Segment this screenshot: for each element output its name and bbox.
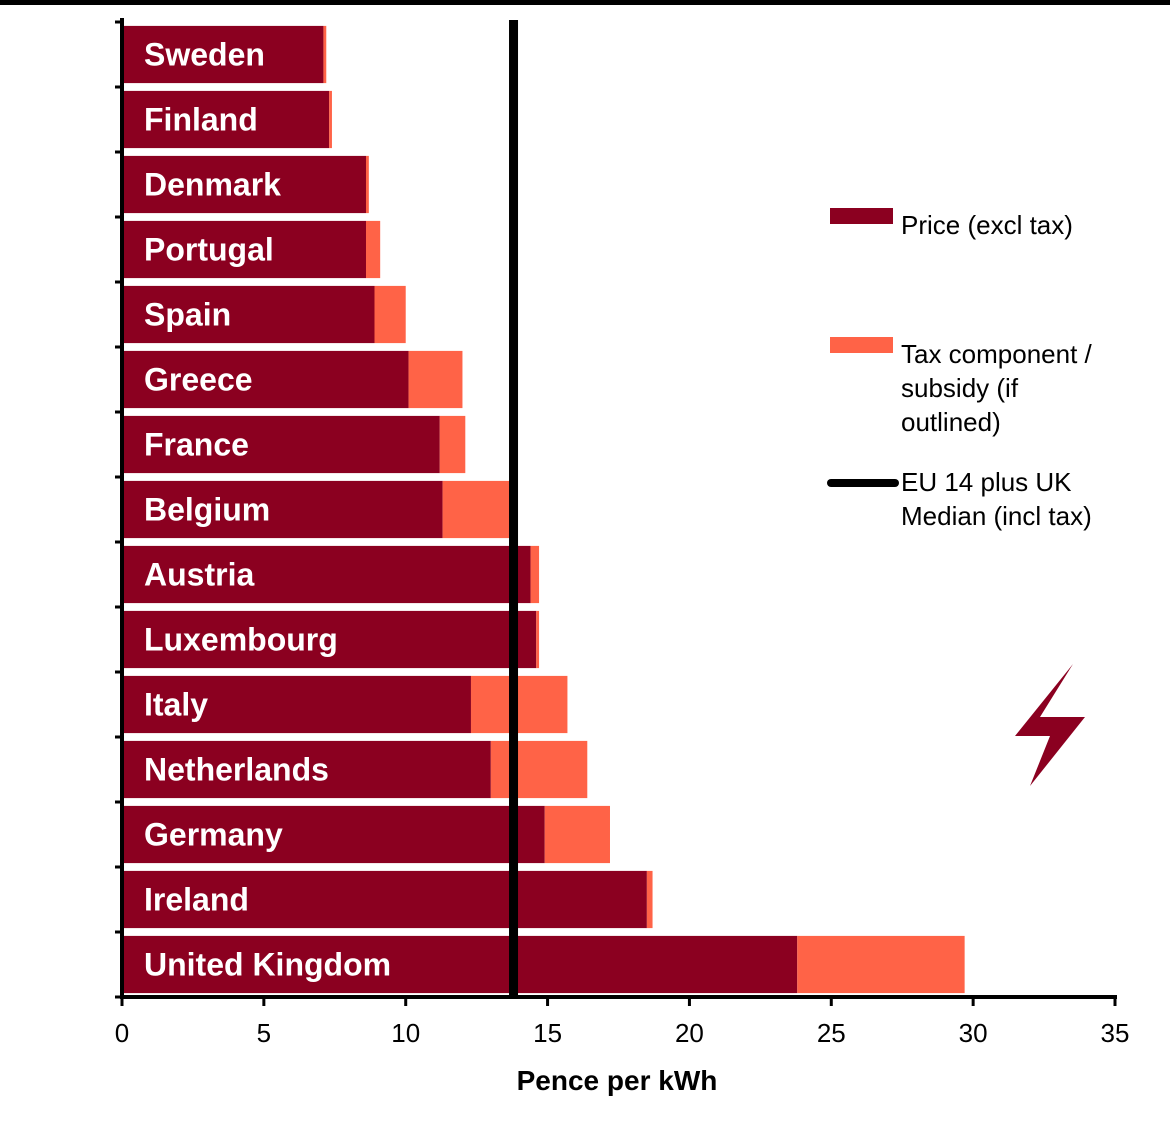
legend-swatch-price <box>830 208 893 224</box>
category-label-united-kingdom: United Kingdom <box>144 947 391 983</box>
category-label-sweden: Sweden <box>144 37 265 73</box>
category-label-germany: Germany <box>144 817 283 853</box>
bar-denmark-price <box>122 155 366 214</box>
legend-label: subsidy (if <box>901 373 1019 403</box>
x-tick-label-35: 35 <box>1101 1018 1130 1048</box>
legend: Price (excl tax) Tax component / subsidy (… <box>827 208 1093 531</box>
category-label-greece: Greece <box>144 362 253 398</box>
bar-ireland-price <box>122 870 647 929</box>
category-label-austria: Austria <box>144 557 254 593</box>
bar-portugal-price <box>122 220 366 279</box>
x-tick-label-15: 15 <box>533 1018 562 1048</box>
x-tick-label-0: 0 <box>115 1018 129 1048</box>
bar-finland-price <box>122 90 330 149</box>
bars-layer <box>122 20 965 997</box>
bar-luxembourg-tax <box>536 610 540 669</box>
category-label-finland: Finland <box>144 102 258 138</box>
category-label-netherlands: Netherlands <box>144 752 329 788</box>
bar-sweden-price <box>122 25 324 84</box>
category-label-belgium: Belgium <box>144 492 270 528</box>
icon-layer <box>1015 664 1085 786</box>
legend-label: EU 14 plus UK <box>901 467 1072 497</box>
legend-label: Tax component / <box>901 339 1093 369</box>
top-rule <box>0 0 1170 5</box>
category-label-denmark: Denmark <box>144 167 281 203</box>
x-tick-label-20: 20 <box>675 1018 704 1048</box>
bar-luxembourg-price <box>122 610 537 669</box>
bar-greece-tax <box>408 350 463 409</box>
bar-greece-price <box>122 350 409 409</box>
category-label-spain: Spain <box>144 297 231 333</box>
x-tick-label-30: 30 <box>959 1018 988 1048</box>
x-axis-title: Pence per kWh <box>517 1065 718 1096</box>
legend-swatch-tax <box>830 337 893 353</box>
bar-belgium-price <box>122 480 443 539</box>
bar-finland-tax <box>329 90 332 149</box>
category-label-france: France <box>144 427 249 463</box>
category-label-ireland: Ireland <box>144 882 249 918</box>
category-label-luxembourg: Luxembourg <box>144 622 338 658</box>
legend-label: Median (incl tax) <box>901 501 1092 531</box>
bar-austria-tax <box>530 545 540 604</box>
category-label-italy: Italy <box>144 687 208 723</box>
bar-germany-tax <box>544 805 610 864</box>
bar-netherlands-tax <box>490 740 588 799</box>
bar-netherlands-price <box>122 740 491 799</box>
legend-label: outlined) <box>901 407 1001 437</box>
bar-france-price <box>122 415 440 474</box>
bar-denmark-tax <box>365 155 369 214</box>
x-tick-label-10: 10 <box>391 1018 420 1048</box>
bar-italy-price <box>122 675 471 734</box>
x-tick-label-25: 25 <box>817 1018 846 1048</box>
bar-france-tax <box>439 415 466 474</box>
bar-united-kingdom-price <box>122 935 798 994</box>
legend-label: Price (excl tax) <box>901 210 1073 240</box>
bar-ireland-tax <box>646 870 653 929</box>
bar-spain-price <box>122 285 375 344</box>
bar-sweden-tax <box>323 25 327 84</box>
bar-united-kingdom-tax <box>797 935 965 994</box>
bar-austria-price <box>122 545 531 604</box>
category-label-portugal: Portugal <box>144 232 274 268</box>
lightning-bolt-icon <box>1015 664 1085 786</box>
bar-italy-tax <box>470 675 568 734</box>
x-tick-label-5: 5 <box>257 1018 271 1048</box>
category-labels-layer: Sweden Finland Denmark Portugal Spain Greece F… <box>144 37 391 983</box>
bar-germany-price <box>122 805 545 864</box>
bar-spain-tax <box>374 285 406 344</box>
bar-portugal-tax <box>365 220 381 279</box>
bar-belgium-tax <box>442 480 511 539</box>
axis-layer: 0 5 10 15 20 25 30 35 <box>115 18 1130 1048</box>
